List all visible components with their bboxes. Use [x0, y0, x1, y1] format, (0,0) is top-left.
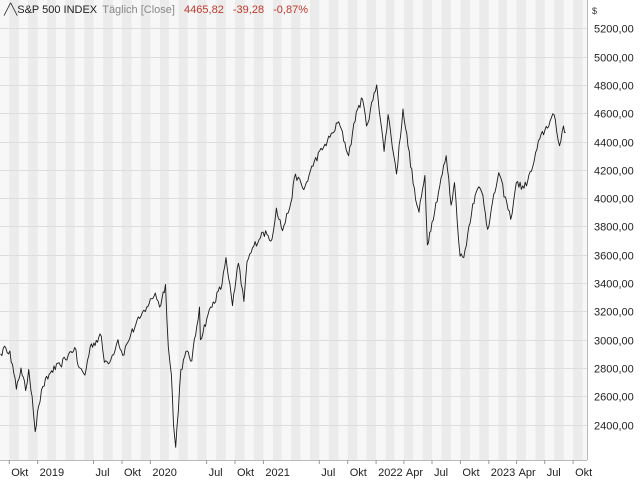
y-tick-label: 3000,00: [594, 336, 634, 348]
y-tick-label: 3800,00: [594, 222, 634, 234]
x-axis-labels: Okt 2019 Jul Okt 2020 Jul Okt 2021 Jul Okt 2022 Apr…: [8, 460, 592, 479]
y-tick-label: 4400,00: [594, 138, 634, 150]
x-tick-label: Okt: [124, 467, 141, 479]
gridlines: [0, 0, 588, 461]
y-tick-label: 2800,00: [594, 364, 634, 376]
y-tick-label: 4000,00: [594, 194, 634, 206]
y-tick-label: 5200,00: [594, 24, 634, 36]
month-band: [347, 0, 358, 460]
x-tick-label: Okt: [350, 467, 367, 479]
month-band: [65, 0, 75, 460]
x-tick-label: Jul: [209, 467, 223, 479]
last-value: 4465,82: [184, 4, 224, 16]
month-band: [197, 0, 207, 460]
x-tick-label: Jul: [547, 467, 561, 479]
x-tick-label: Okt: [237, 467, 254, 479]
y-tick-label: 3600,00: [594, 251, 634, 263]
chart-symbol: ╱╲S&P 500 INDEX: [4, 4, 100, 16]
y-tick-label: 4200,00: [594, 166, 634, 178]
mode-label: Täglich [Close]: [102, 4, 175, 16]
month-band: [479, 0, 489, 460]
x-tick-label: 2022: [378, 467, 402, 479]
y-tick-label: 2400,00: [594, 421, 634, 433]
month-band: [460, 0, 470, 460]
month-band: [216, 0, 226, 460]
month-band: [84, 0, 94, 460]
x-tick-label: Jul: [321, 467, 335, 479]
change-percent: -0,87%: [273, 4, 308, 16]
symbol-label: S&P 500 INDEX: [17, 4, 98, 16]
month-band: [554, 0, 564, 460]
month-band: [422, 0, 432, 460]
month-bands: [9, 0, 583, 460]
x-tick-label: Apr: [406, 467, 423, 479]
month-band: [516, 0, 526, 460]
x-tick-label: Jul: [96, 467, 110, 479]
month-band: [366, 0, 377, 460]
month-band: [328, 0, 339, 460]
y-tick-label: 2600,00: [594, 392, 634, 404]
month-band: [159, 0, 169, 460]
month-band: [121, 0, 132, 460]
month-band: [9, 0, 19, 460]
x-tick-label: Okt: [462, 467, 479, 479]
y-tick-label: 4600,00: [594, 109, 634, 121]
month-band: [535, 0, 545, 460]
y-tick-label: 5000,00: [594, 53, 634, 65]
month-band: [28, 0, 38, 460]
month-band: [441, 0, 452, 460]
month-band: [385, 0, 395, 460]
month-band: [140, 0, 151, 460]
month-band: [234, 0, 245, 460]
x-tick-label: Jul: [434, 467, 448, 479]
month-band: [103, 0, 113, 460]
x-tick-label: 2019: [40, 467, 64, 479]
month-band: [178, 0, 188, 460]
change-value: -39,28: [232, 4, 265, 16]
month-band: [403, 0, 414, 460]
currency-label: $: [592, 6, 598, 16]
series-layer: [0, 84, 566, 448]
month-band: [253, 0, 264, 460]
month-band: [573, 0, 583, 460]
chart-header: ╱╲S&P 500 INDEX Täglich [Close] 4465,82 …: [4, 3, 308, 17]
price-series-line: [0, 84, 566, 448]
x-tick-label: Okt: [11, 467, 28, 479]
x-tick-label: Apr: [519, 467, 536, 479]
line-chart-icon: ╱╲: [4, 4, 18, 16]
month-band: [498, 0, 508, 460]
month-band: [291, 0, 301, 460]
y-tick-label: 4800,00: [594, 81, 634, 93]
y-tick-label: 3400,00: [594, 279, 634, 291]
y-tick-label: 3200,00: [594, 307, 634, 319]
month-band: [47, 0, 56, 460]
x-tick-label: 2021: [265, 467, 289, 479]
x-tick-label: 2020: [152, 467, 176, 479]
y-axis-labels: 2400,00 2600,00 2800,00 3000,00 3200,00 3400,…: [594, 24, 634, 433]
x-tick-label: 2023: [491, 467, 515, 479]
month-band: [310, 0, 320, 460]
x-tick-label: Okt: [575, 467, 592, 479]
month-band: [272, 0, 282, 460]
